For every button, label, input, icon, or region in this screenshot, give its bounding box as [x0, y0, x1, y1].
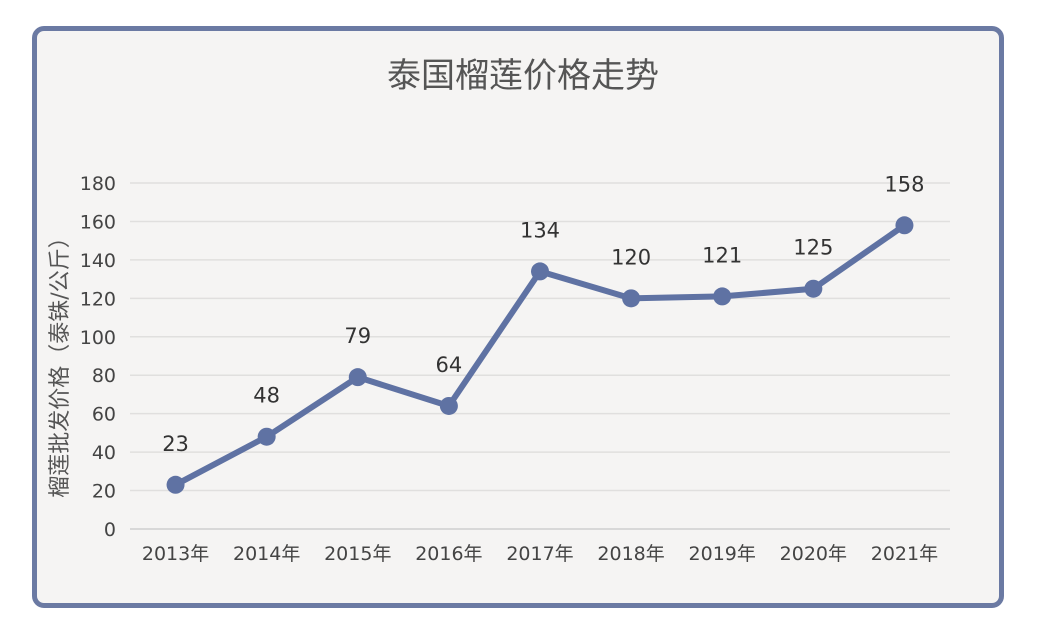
x-tick-label: 2017年: [506, 543, 573, 565]
y-tick-label: 40: [92, 442, 116, 464]
data-label: 64: [436, 353, 463, 377]
data-point: [804, 279, 823, 298]
data-point: [622, 289, 641, 308]
data-label: 120: [611, 245, 651, 269]
y-tick-label: 80: [92, 365, 116, 387]
y-tick-label: 180: [80, 173, 116, 195]
data-point: [895, 216, 914, 235]
data-label: 48: [253, 384, 280, 408]
y-tick-label: 140: [80, 250, 116, 272]
x-tick-label: 2014年: [233, 543, 300, 565]
y-tick-label: 60: [92, 404, 116, 426]
y-tick-label: 20: [92, 481, 116, 503]
data-label: 125: [793, 236, 833, 260]
data-label: 79: [344, 324, 371, 348]
y-tick-label: 120: [80, 288, 116, 310]
data-label: 23: [162, 432, 189, 456]
y-tick-label: 160: [80, 211, 116, 233]
x-tick-label: 2018年: [597, 543, 664, 565]
data-label: 158: [884, 172, 924, 196]
x-tick-label: 2016年: [415, 543, 482, 565]
data-label: 121: [702, 243, 742, 267]
data-point: [348, 368, 367, 387]
data-point: [257, 427, 276, 446]
chart-frame: [32, 26, 1004, 608]
x-tick-label: 2020年: [780, 543, 847, 565]
x-tick-label: 2021年: [871, 543, 938, 565]
y-tick-label: 0: [104, 519, 116, 541]
data-point: [713, 287, 732, 306]
data-label: 134: [520, 218, 560, 242]
data-point: [439, 396, 458, 415]
x-tick-label: 2013年: [142, 543, 209, 565]
data-point: [166, 475, 185, 494]
data-point: [531, 262, 549, 281]
x-tick-label: 2015年: [324, 543, 391, 565]
x-tick-label: 2019年: [689, 543, 756, 565]
chart-title: 泰国榴莲价格走势: [387, 56, 659, 96]
y-tick-label: 100: [80, 327, 116, 349]
